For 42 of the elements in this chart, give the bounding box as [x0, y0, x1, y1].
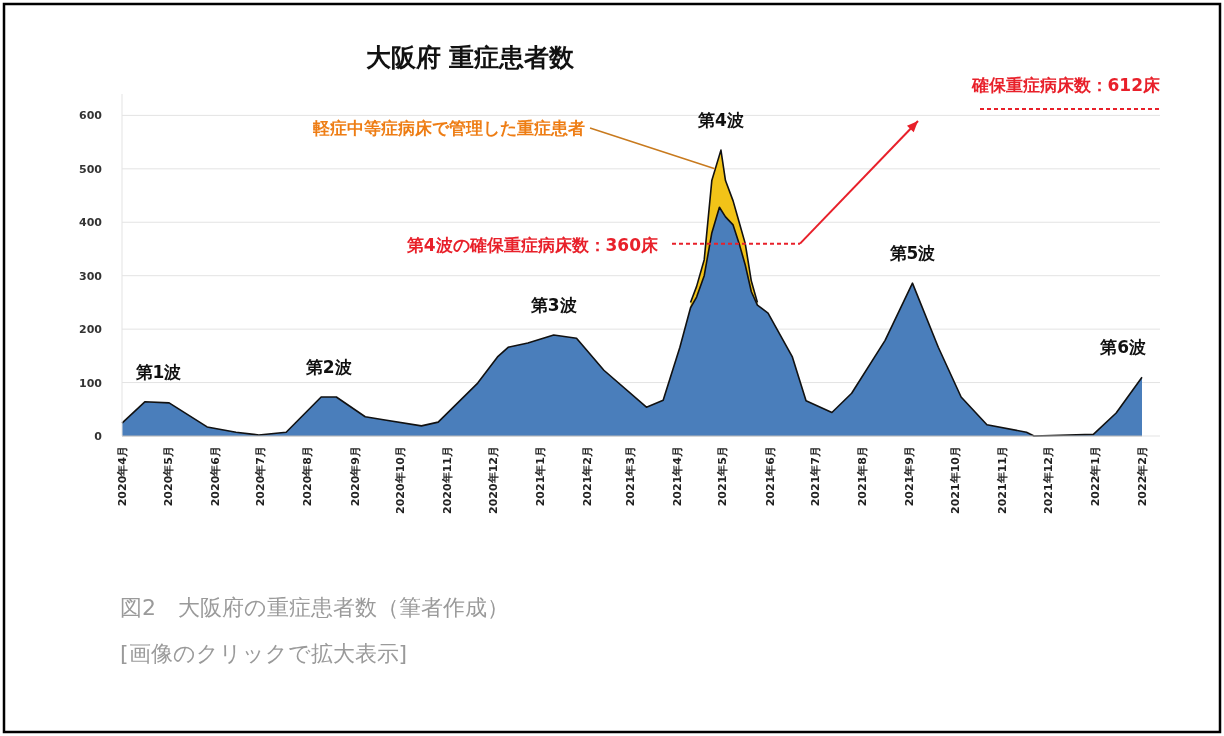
- annotation: 第2波: [304, 356, 352, 377]
- x-tick-label: 2021年12月: [1041, 446, 1055, 514]
- caption: 図2 大阪府の重症患者数（筆者作成）: [120, 595, 509, 620]
- annotation: 第3波: [529, 295, 577, 315]
- y-tick-label: 100: [79, 376, 103, 390]
- x-tick-label: 2020年5月: [161, 446, 175, 507]
- x-tick-label: 2020年6月: [208, 446, 222, 507]
- x-tick-label: 2021年5月: [716, 446, 730, 507]
- chart-title: 大阪府 重症患者数: [365, 43, 576, 72]
- x-tick-label: 2021年6月: [763, 446, 777, 507]
- x-tick-label: 2020年9月: [348, 446, 362, 507]
- x-tick-label: 2020年8月: [301, 446, 315, 507]
- annotation: 第6波: [1099, 337, 1146, 358]
- y-tick-label: 200: [79, 323, 103, 337]
- annotation: 軽症中等症病床で管理した重症患者: [312, 118, 585, 138]
- x-tick-label: 2021年7月: [809, 446, 823, 507]
- x-tick-label: 2022年1月: [1088, 446, 1102, 507]
- annotation: 第4波: [697, 110, 744, 131]
- annotation: 第5波: [888, 243, 936, 264]
- x-tick-label: 2020年7月: [254, 446, 268, 507]
- y-tick-label: 0: [94, 430, 103, 443]
- y-tick-label: 400: [79, 216, 103, 230]
- x-tick-label: 2020年10月: [394, 446, 408, 514]
- x-tick-label: 2021年4月: [670, 446, 684, 507]
- y-tick-label: 500: [79, 162, 103, 176]
- x-tick-label: 2020年12月: [486, 446, 500, 514]
- ref-line-label: 第4波の確保重症病床数：360床: [405, 234, 659, 255]
- annotation: 第1波: [134, 361, 182, 382]
- x-tick-label: 2021年1月: [534, 446, 548, 507]
- x-tick-label: 2021年8月: [856, 446, 870, 507]
- x-tick-label: 2022年2月: [1136, 446, 1149, 507]
- x-tick-label: 2020年11月: [441, 446, 455, 514]
- x-tick-label: 2021年9月: [903, 446, 917, 507]
- x-tick-label: 2020年4月: [116, 446, 129, 507]
- x-tick-label: 2021年10月: [949, 446, 963, 514]
- y-tick-label: 300: [79, 269, 103, 283]
- x-tick-label: 2021年2月: [581, 446, 595, 507]
- text: [画像のクリックで拡大表示]: [120, 641, 408, 666]
- y-tick-label: 600: [79, 109, 103, 123]
- x-tick-label: 2021年11月: [996, 446, 1010, 514]
- ref-line-label: 確保重症病床数：612床: [970, 74, 1161, 95]
- x-tick-label: 2021年3月: [623, 446, 637, 507]
